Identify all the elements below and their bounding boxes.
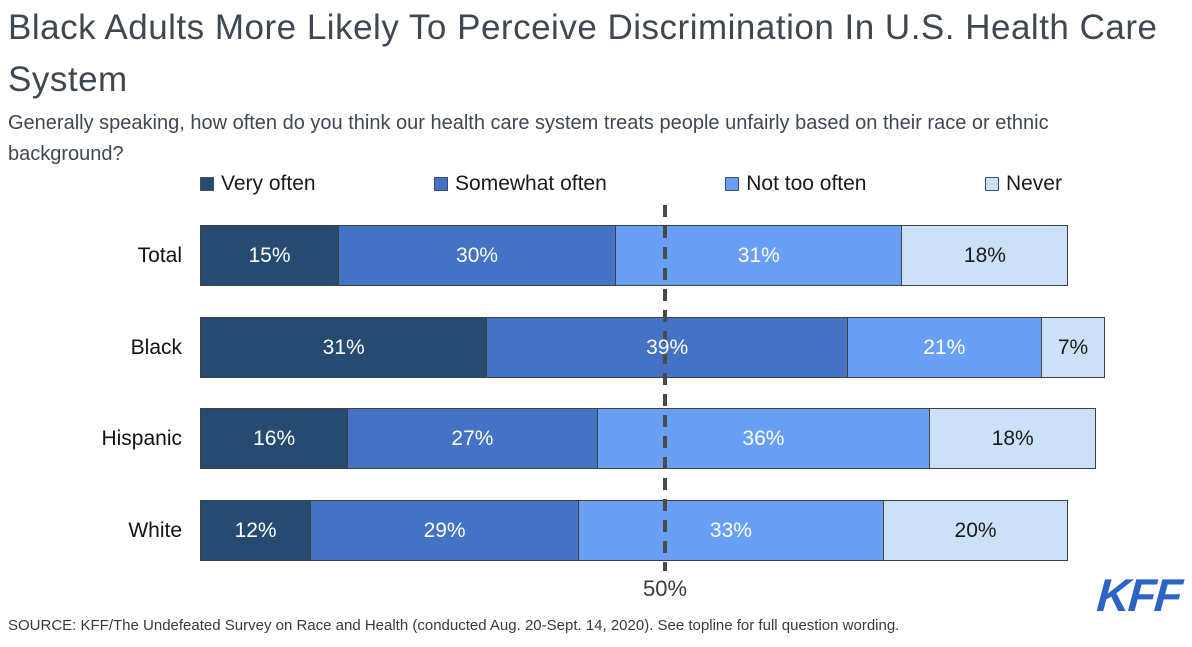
- category-label: White: [128, 519, 182, 542]
- bar-segment-very-often: 12%: [200, 500, 312, 561]
- bar-row-white: White 12% 29% 33% 20%: [0, 500, 1192, 561]
- kff-logo: KFF: [1094, 569, 1182, 621]
- bar-segment-somewhat-often: 39%: [486, 317, 848, 378]
- bar-value-label: 27%: [451, 426, 494, 450]
- bar-value-label: 31%: [737, 243, 780, 267]
- bar-segment-somewhat-often: 29%: [310, 500, 579, 561]
- legend-item-very-often: Very often: [200, 172, 316, 196]
- bar-segment-never: 18%: [901, 225, 1069, 286]
- legend-label: Not too often: [746, 172, 867, 195]
- bar-value-label: 31%: [322, 335, 365, 359]
- bar-value-label: 18%: [991, 426, 1034, 450]
- category-label: Hispanic: [101, 427, 182, 450]
- legend-swatch-icon: [984, 177, 999, 191]
- legend-item-not-too-often: Not too often: [725, 172, 866, 196]
- bar-segment-not-too-often: 33%: [577, 500, 884, 561]
- bar-segment-not-too-often: 36%: [596, 408, 931, 469]
- bar-value-label: 7%: [1057, 335, 1089, 359]
- legend-swatch-icon: [200, 177, 214, 191]
- bar-row-black: Black 31% 39% 21% 7%: [0, 317, 1192, 378]
- legend-label: Very often: [221, 172, 316, 195]
- bar-track: 12% 29% 33% 20%: [200, 500, 1069, 561]
- legend-item-never: Never: [984, 172, 1062, 196]
- bar-value-label: 12%: [234, 518, 277, 542]
- bar-segment-never: 7%: [1040, 317, 1106, 378]
- fifty-percent-reference-line: [663, 205, 667, 571]
- legend-swatch-icon: [434, 177, 449, 191]
- bar-segment-never: 20%: [882, 500, 1069, 561]
- legend: Very often Somewhat often Not too often Nev…: [200, 172, 1062, 196]
- bar-row-hispanic: Hispanic 16% 27% 36% 18%: [0, 408, 1192, 469]
- bar-segment-very-often: 15%: [200, 225, 339, 286]
- bar-value-label: 16%: [253, 426, 296, 450]
- bar-segment-never: 18%: [929, 408, 1097, 469]
- bar-value-label: 36%: [742, 426, 785, 450]
- bar-segment-very-often: 31%: [200, 317, 488, 378]
- bar-segment-somewhat-often: 27%: [347, 408, 598, 469]
- chart-title: Black Adults More Likely To Perceive Dis…: [8, 8, 1158, 99]
- bar-value-label: 29%: [423, 518, 466, 542]
- bar-value-label: 39%: [646, 335, 689, 359]
- category-label: Black: [130, 336, 182, 359]
- bar-value-label: 15%: [248, 243, 291, 267]
- plot-area: Total 15% 30% 31% 18% Black 31% 39% 21% 7% Hispani…: [0, 225, 1192, 565]
- legend-label: Never: [1005, 172, 1062, 195]
- chart-subtitle: Generally speaking, how often do you thi…: [8, 112, 1049, 165]
- bar-value-label: 21%: [923, 335, 966, 359]
- legend-item-somewhat-often: Somewhat often: [434, 172, 607, 196]
- bar-track: 16% 27% 36% 18%: [200, 408, 1097, 469]
- fifty-percent-label: 50%: [642, 576, 688, 601]
- category-label: Total: [137, 244, 182, 267]
- bar-value-label: 20%: [954, 518, 997, 542]
- legend-swatch-icon: [725, 177, 740, 191]
- bar-value-label: 33%: [709, 518, 752, 542]
- bar-segment-not-too-often: 31%: [615, 225, 903, 286]
- bar-segment-not-too-often: 21%: [846, 317, 1042, 378]
- bar-segment-very-often: 16%: [200, 408, 349, 469]
- bar-value-label: 18%: [963, 243, 1006, 267]
- source-note: SOURCE: KFF/The Undefeated Survey on Rac…: [8, 617, 900, 634]
- legend-label: Somewhat often: [455, 172, 607, 195]
- bar-row-total: Total 15% 30% 31% 18%: [0, 225, 1192, 286]
- bar-track: 31% 39% 21% 7%: [200, 317, 1106, 378]
- bar-value-label: 30%: [456, 243, 499, 267]
- bar-track: 15% 30% 31% 18%: [200, 225, 1069, 286]
- bar-segment-somewhat-often: 30%: [338, 225, 617, 286]
